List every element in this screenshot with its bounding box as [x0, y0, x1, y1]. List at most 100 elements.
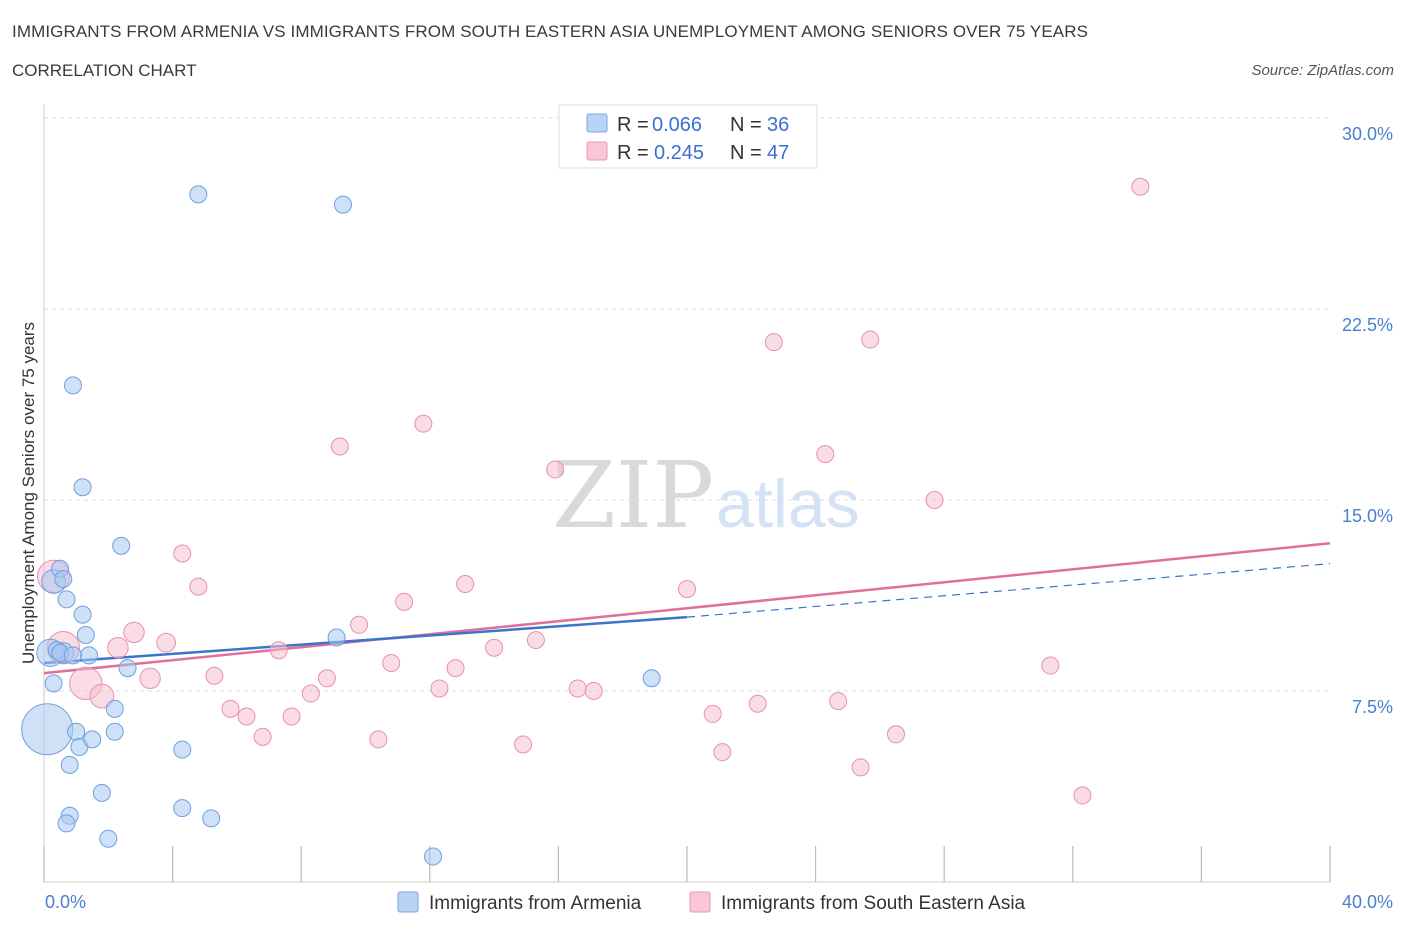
point-sea-24 — [430, 679, 449, 698]
y-axis-title: Unemployment Among Seniors over 75 years — [19, 322, 38, 664]
chart-subtitle: CORRELATION CHART — [12, 61, 197, 80]
legend-r-label-1: R = — [617, 114, 649, 136]
point-sea-29 — [526, 631, 545, 650]
point-armenia-19 — [92, 783, 111, 802]
bottom-legend-label-armenia: Immigrants from Armenia — [429, 893, 642, 914]
bottom-legend-label-sea: Immigrants from South Eastern Asia — [721, 893, 1026, 914]
point-armenia-22 — [105, 699, 124, 718]
y-tick-label-1: 15.0% — [1342, 506, 1393, 526]
point-sea-25 — [446, 659, 465, 678]
point-sea-30 — [546, 460, 565, 479]
point-sea-44 — [1041, 656, 1060, 675]
point-armenia-15 — [83, 730, 102, 749]
point-sea-28 — [514, 735, 533, 754]
point-armenia-31 — [424, 847, 443, 866]
y-tick-label-0: 7.5% — [1352, 697, 1393, 717]
point-sea-33 — [678, 580, 696, 599]
point-sea-45 — [1073, 786, 1092, 805]
point-sea-26 — [456, 575, 475, 594]
watermark-atlas: atlas — [716, 466, 860, 542]
point-sea-22 — [395, 592, 414, 611]
point-sea-23 — [414, 414, 433, 433]
point-armenia-26 — [333, 195, 352, 214]
point-sea-37 — [764, 333, 783, 352]
point-sea-27 — [485, 638, 504, 657]
point-sea-42 — [886, 725, 905, 744]
point-armenia-23 — [112, 536, 131, 555]
point-armenia-6 — [54, 569, 73, 588]
bottom-legend: Immigrants from Armenia Immigrants from … — [397, 891, 1026, 914]
point-sea-21 — [382, 653, 401, 672]
point-armenia-20 — [99, 829, 118, 848]
point-sea-40 — [851, 758, 870, 777]
point-armenia-35 — [63, 646, 82, 665]
point-armenia-4 — [44, 674, 63, 693]
point-armenia-9 — [73, 478, 92, 497]
y-tick-labels: 7.5% 15.0% 22.5% 30.0% — [1342, 124, 1393, 717]
point-armenia-28 — [173, 799, 192, 818]
point-sea-4 — [107, 637, 129, 659]
point-sea-36 — [748, 694, 767, 713]
trend-lines — [43, 542, 1331, 675]
point-sea-13 — [253, 727, 272, 746]
trend-line-armenia — [43, 615, 688, 665]
point-sea-6 — [139, 667, 161, 689]
point-armenia-0 — [21, 703, 74, 756]
point-sea-35 — [713, 743, 732, 762]
chart-title: IMMIGRANTS FROM ARMENIA VS IMMIGRANTS FR… — [12, 22, 1089, 41]
legend-r-value-1: 0.066 — [652, 114, 702, 136]
point-sea-32 — [584, 682, 603, 700]
point-armenia-7 — [57, 590, 76, 609]
point-armenia-8 — [63, 376, 82, 395]
point-armenia-21 — [105, 722, 124, 741]
trend-line-armenia-extension — [686, 563, 1331, 618]
point-sea-17 — [317, 669, 336, 688]
x-tick-label-min: 0.0% — [45, 892, 86, 912]
legend-n-value-2: 47 — [767, 142, 789, 164]
point-sea-10 — [205, 666, 224, 685]
legend-swatch-sea — [586, 141, 608, 161]
data-points — [21, 177, 1150, 866]
point-armenia-11 — [76, 625, 95, 644]
point-sea-41 — [861, 330, 880, 349]
point-sea-7 — [156, 632, 177, 653]
point-armenia-25 — [189, 185, 208, 204]
y-tick-label-2: 22.5% — [1342, 315, 1393, 335]
gridlines — [44, 117, 1330, 692]
point-armenia-29 — [202, 809, 221, 828]
x-tick-label-max: 40.0% — [1342, 892, 1393, 912]
point-sea-12 — [237, 707, 256, 726]
point-sea-20 — [369, 730, 388, 749]
point-armenia-16 — [60, 755, 79, 774]
point-armenia-12 — [80, 646, 99, 665]
point-sea-3 — [89, 683, 115, 709]
point-armenia-30 — [327, 628, 346, 647]
point-sea-5 — [123, 621, 145, 644]
point-armenia-24 — [118, 659, 137, 678]
source-label: Source: ZipAtlas.com — [1251, 62, 1394, 79]
legend-n-label-1: N = — [730, 114, 762, 136]
legend-n-label-2: N = — [730, 142, 762, 164]
legend-swatch-armenia — [586, 113, 608, 133]
point-sea-43 — [925, 491, 944, 509]
point-sea-8 — [173, 544, 192, 563]
bottom-legend-swatch-sea — [689, 891, 711, 913]
point-armenia-13 — [67, 722, 86, 741]
stats-legend: R = 0.066 N = 36 R = 0.245 N = 47 — [558, 104, 818, 169]
point-armenia-18 — [57, 814, 76, 833]
point-sea-46 — [1131, 177, 1150, 196]
point-sea-11 — [221, 699, 240, 718]
point-armenia-27 — [173, 740, 192, 759]
point-sea-39 — [829, 692, 848, 711]
point-sea-18 — [330, 437, 349, 456]
bottom-legend-swatch-armenia — [397, 891, 419, 913]
point-sea-34 — [703, 704, 722, 723]
point-sea-9 — [189, 577, 208, 596]
watermark-zip: ZIP — [552, 442, 714, 549]
point-sea-38 — [816, 445, 835, 464]
point-sea-14 — [269, 641, 288, 660]
trend-line-sea — [43, 542, 1331, 675]
point-sea-16 — [301, 684, 320, 703]
legend-r-value-2: 0.245 — [654, 142, 704, 164]
